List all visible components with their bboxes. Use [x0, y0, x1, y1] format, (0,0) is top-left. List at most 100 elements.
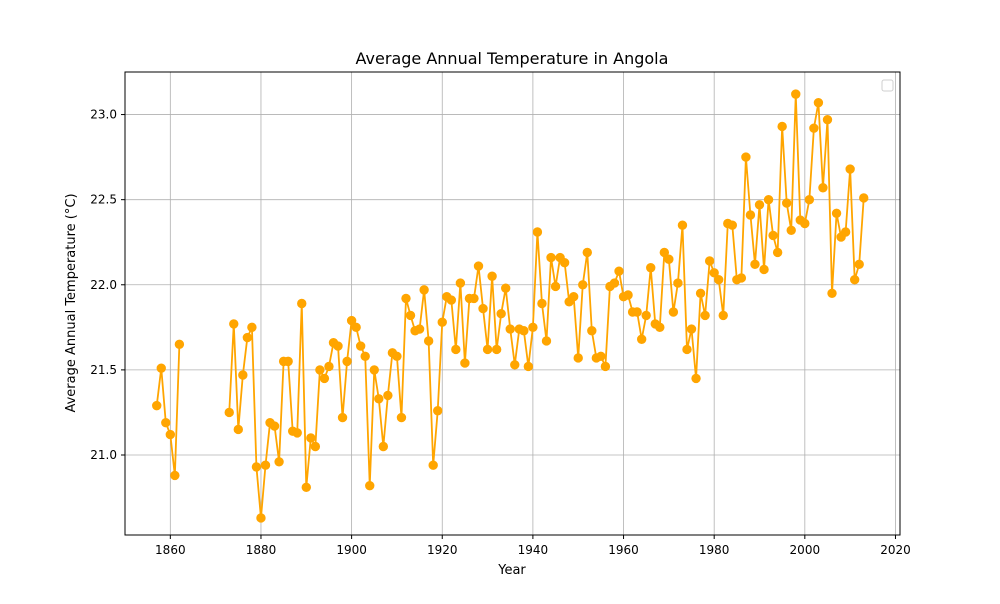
data-point — [274, 457, 284, 467]
data-point — [573, 353, 583, 363]
x-tick-label: 1880 — [246, 543, 277, 557]
data-point — [260, 460, 271, 470]
data-point — [673, 278, 683, 288]
data-point — [714, 274, 724, 285]
x-tick-label: 2020 — [880, 543, 911, 557]
data-point — [818, 183, 828, 193]
data-point — [736, 273, 747, 283]
data-point — [451, 344, 461, 355]
data-point — [342, 356, 352, 367]
data-point — [614, 266, 624, 276]
data-point — [686, 324, 697, 334]
series-line-segment — [155, 344, 181, 477]
data-point — [741, 152, 751, 162]
data-point — [704, 256, 715, 266]
data-point — [777, 121, 787, 132]
data-point — [297, 298, 307, 309]
data-point — [541, 336, 552, 346]
data-point — [269, 421, 280, 431]
data-point — [528, 322, 538, 333]
data-point — [310, 441, 321, 452]
data-point — [677, 220, 688, 230]
y-tick-label: 21.5 — [90, 363, 117, 377]
data-point — [568, 291, 579, 302]
data-point — [238, 370, 248, 380]
data-point — [655, 322, 665, 333]
data-point — [346, 315, 357, 326]
data-point — [351, 322, 361, 333]
data-point — [772, 247, 783, 258]
data-point — [822, 114, 833, 125]
data-point — [333, 341, 343, 351]
data-point — [174, 339, 185, 350]
data-point — [718, 310, 728, 321]
series-line-segment — [228, 93, 865, 519]
data-point — [859, 193, 869, 203]
data-point — [170, 470, 180, 481]
data-point — [365, 480, 375, 491]
data-point — [437, 317, 447, 327]
data-point — [632, 307, 642, 317]
legend-box — [881, 79, 894, 92]
data-point — [283, 356, 293, 367]
data-point — [745, 210, 756, 220]
data-point — [360, 351, 370, 361]
data-point — [782, 198, 792, 208]
data-point — [519, 326, 529, 336]
data-point — [242, 332, 253, 343]
y-axis-ticks: 21.0 21.5 22.0 22.5 23.0 — [90, 108, 125, 462]
y-axis-label: Average Annual Temperature (°C) — [64, 193, 79, 412]
data-point — [469, 293, 479, 304]
data-point — [809, 123, 819, 133]
data-point — [840, 227, 851, 237]
data-point — [256, 513, 266, 523]
x-tick-label: 1900 — [336, 543, 367, 557]
data-point — [854, 259, 864, 270]
data-point — [550, 281, 561, 292]
data-point — [414, 324, 425, 334]
data-point — [791, 89, 801, 99]
data-point — [419, 285, 429, 295]
data-point — [315, 365, 325, 375]
x-tick-label: 1860 — [155, 543, 186, 557]
data-point — [695, 288, 706, 298]
data-point — [523, 361, 534, 372]
data-point — [369, 365, 379, 375]
x-tick-label: 1960 — [608, 543, 639, 557]
x-tick-label: 1940 — [518, 543, 549, 557]
data-point — [668, 307, 679, 317]
data-point — [600, 361, 611, 372]
data-point — [800, 218, 810, 229]
data-point — [646, 263, 656, 273]
data-point — [233, 424, 244, 435]
data-point — [478, 303, 488, 314]
data-point — [496, 309, 506, 319]
data-point — [423, 336, 434, 346]
data-point — [501, 283, 511, 293]
data-point — [355, 341, 366, 351]
y-tick-label: 22.5 — [90, 193, 117, 207]
data-point — [582, 247, 592, 258]
data-point — [845, 164, 855, 174]
x-tick-label: 1980 — [699, 543, 730, 557]
data-point — [161, 417, 171, 428]
data-point — [396, 412, 407, 423]
data-point — [337, 412, 348, 423]
chart-title: Average Annual Temperature in Angola — [356, 49, 669, 68]
data-point — [224, 407, 234, 418]
data-point — [306, 433, 316, 443]
data-point — [587, 326, 597, 336]
data-point — [831, 208, 842, 218]
data-point — [491, 344, 502, 355]
data-point — [487, 271, 497, 281]
y-tick-label: 23.0 — [90, 108, 117, 122]
data-point — [455, 278, 466, 288]
y-tick-label: 22.0 — [90, 278, 117, 292]
data-point — [405, 310, 416, 321]
x-tick-label: 1920 — [427, 543, 458, 557]
x-tick-label: 2000 — [790, 543, 821, 557]
data-point — [700, 310, 710, 321]
x-axis-ticks: 1860 1880 1900 1920 1940 1960 1980 2000 2020 — [155, 535, 911, 557]
data-point — [510, 360, 520, 370]
